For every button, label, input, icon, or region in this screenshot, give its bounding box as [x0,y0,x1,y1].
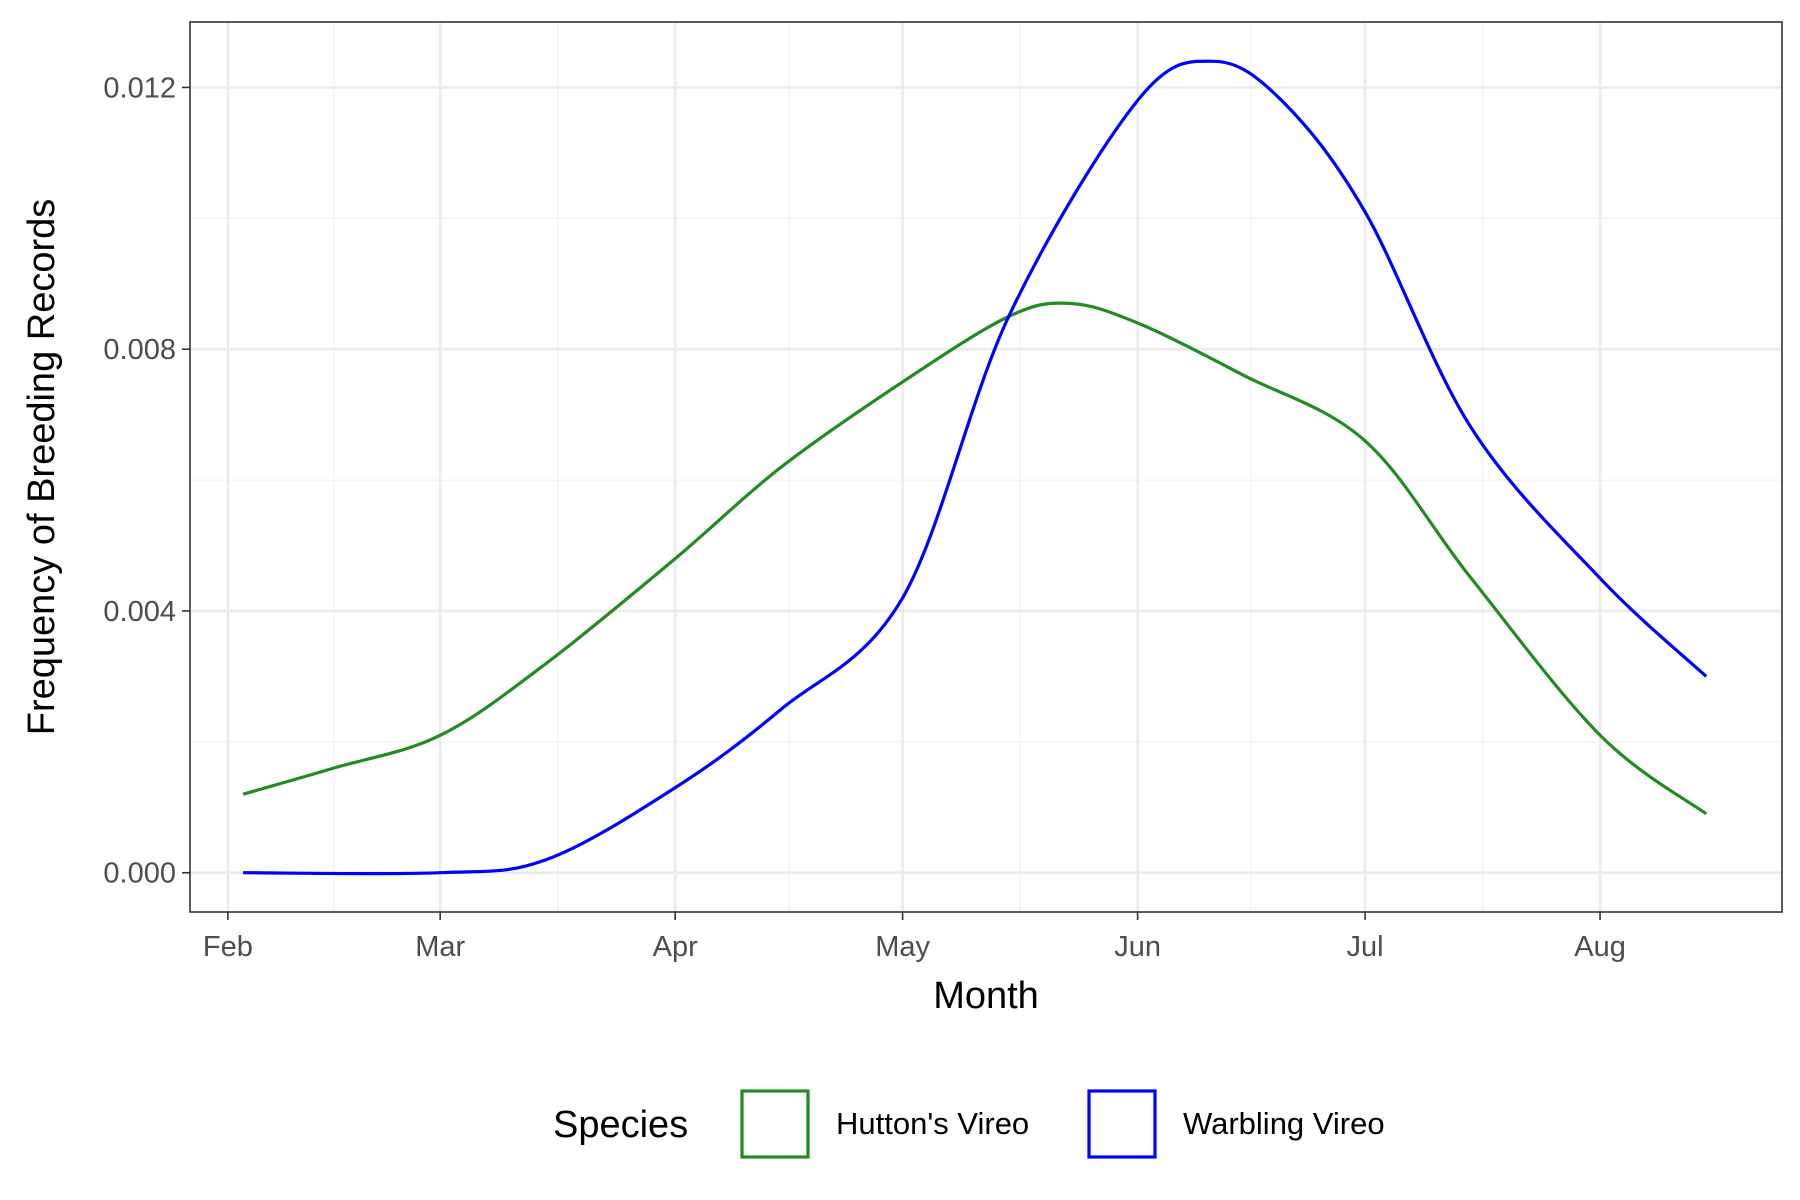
series-line-huttons-vireo [242,301,1708,816]
legend-key [740,1089,810,1159]
legend: Species Hutton's Vireo Warbling Vireo [553,1089,1385,1159]
x-tick-label: Apr [653,931,698,963]
y-tick-label: 0.008 [103,334,176,366]
x-tick-label: Jul [1347,931,1384,963]
grid [190,22,1782,912]
y-axis-title: Frequency of Breeding Records [21,199,63,736]
x-axis-title: Month [933,975,1039,1017]
legend-items: Hutton's Vireo Warbling Vireo [740,1089,1385,1159]
legend-label: Warbling Vireo [1183,1106,1385,1141]
y-tick-label: 0.004 [103,596,176,628]
x-tick-label: Mar [415,931,465,963]
plot-panel-border [189,21,1783,913]
legend-label: Hutton's Vireo [836,1106,1029,1141]
series-lines [242,59,1708,876]
y-tick-label: 0.012 [103,72,176,104]
legend-key [1087,1089,1157,1159]
x-tick-label: May [875,931,930,963]
y-tick-label: 0.000 [103,858,176,890]
x-tick-label: Feb [203,931,253,963]
legend-title: Species [553,1104,688,1146]
series-line-warbling-vireo [243,59,1708,876]
x-tick-label: Jun [1114,931,1161,963]
x-tick-label: Aug [1574,931,1626,963]
axes: Feb Mar Apr May Jun Jul Aug 0.000 0.004 0.008 0.01… [103,72,1625,963]
